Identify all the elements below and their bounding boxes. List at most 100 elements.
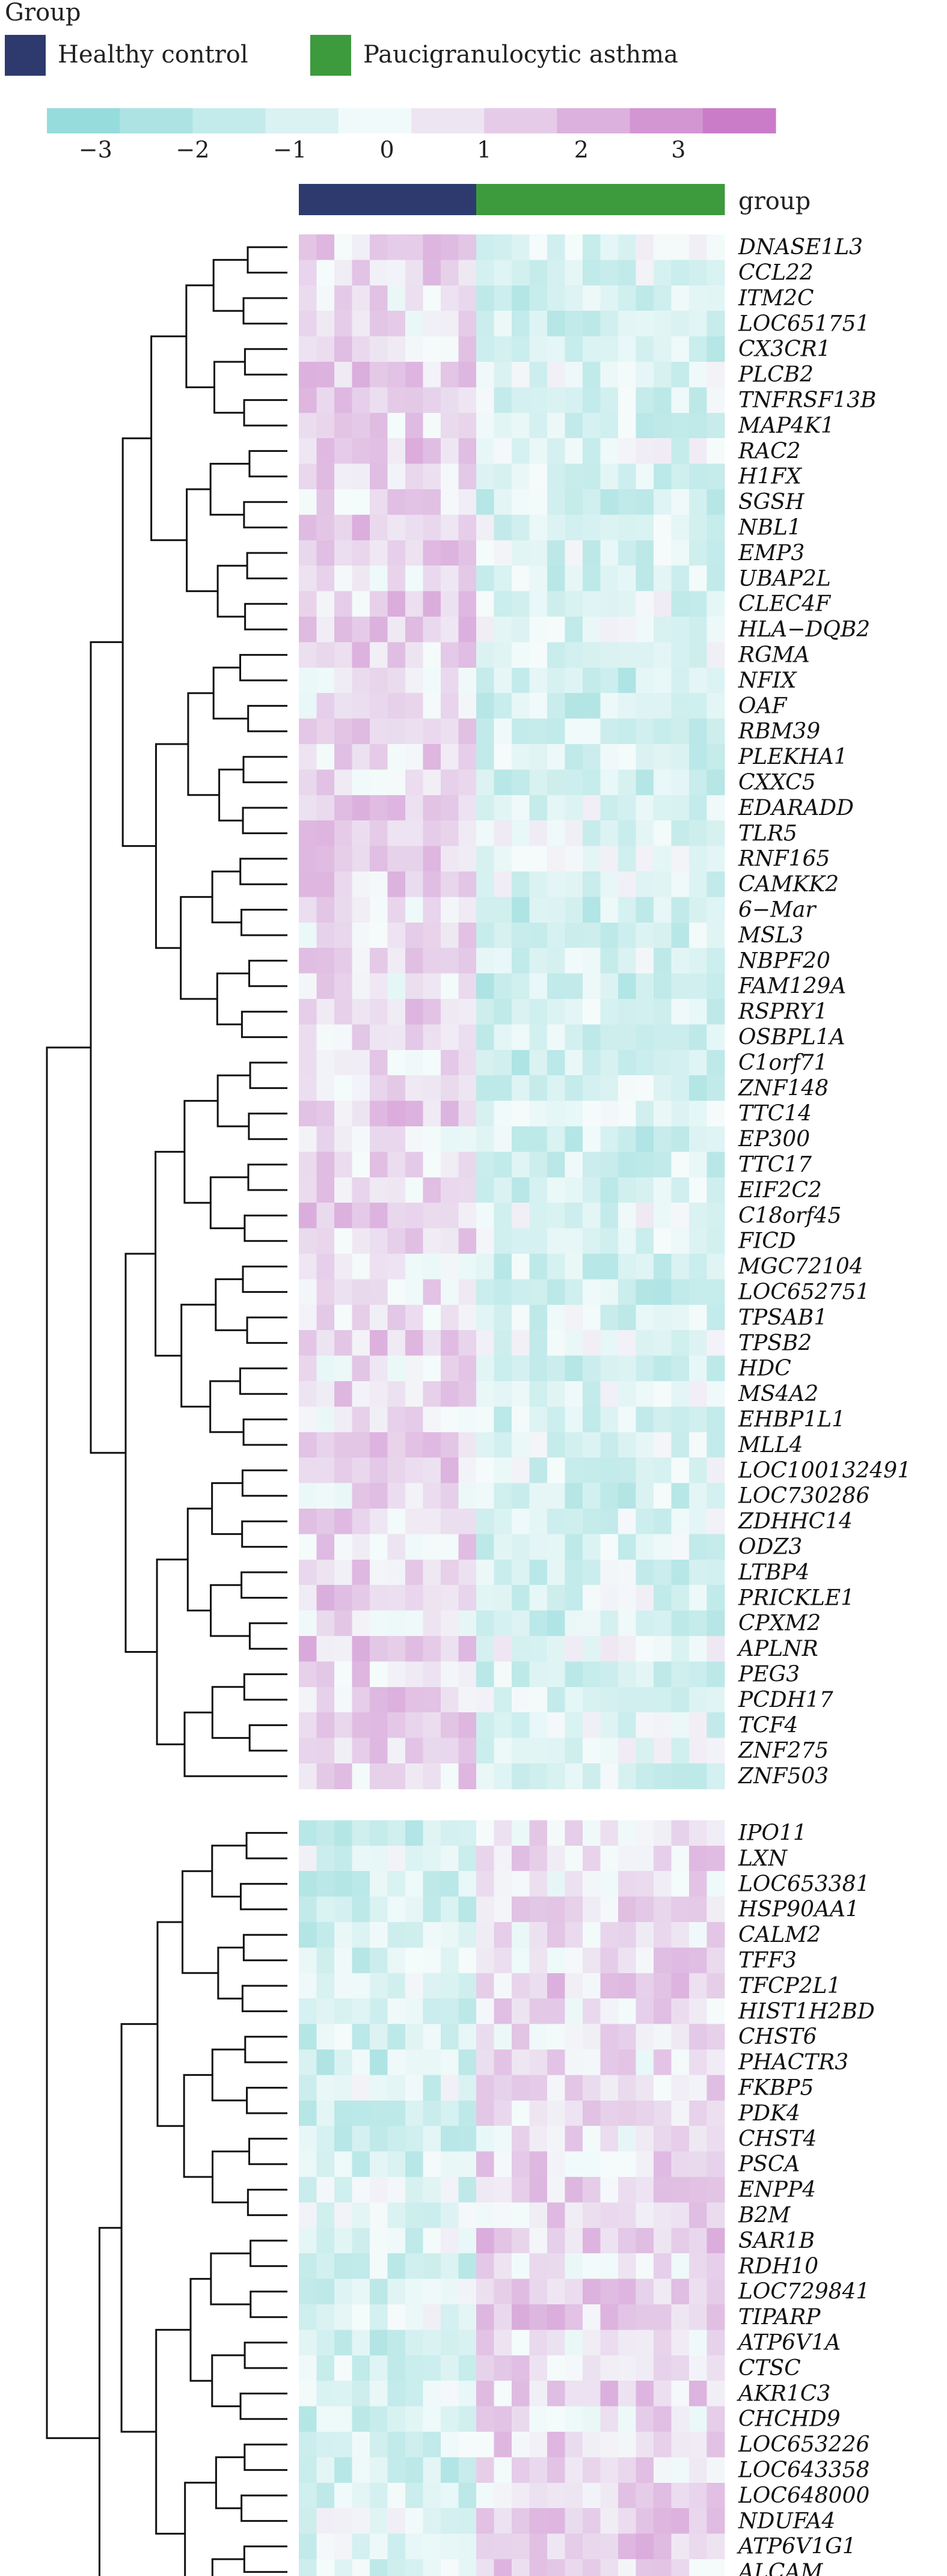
heatmap-cell [476, 1457, 495, 1484]
heatmap-cell [494, 1279, 512, 1305]
heatmap-cell [689, 1228, 708, 1254]
heatmap-cell [689, 1330, 708, 1357]
heatmap-cell [529, 2432, 548, 2458]
heatmap-cell [441, 2457, 459, 2483]
heatmap-cell [370, 1585, 388, 1611]
heatmap-cell [441, 2202, 459, 2229]
heatmap-cell [654, 2330, 672, 2356]
heatmap-cell [387, 463, 406, 490]
heatmap-cell [654, 617, 672, 642]
heatmap-cell [618, 1126, 637, 1152]
gene-label: EHBP1L1 [738, 1407, 845, 1432]
dendrogram-branch [98, 2227, 122, 2576]
heatmap-cell [636, 846, 654, 872]
heatmap-cell [583, 642, 601, 668]
heatmap-cell [654, 1203, 672, 1229]
heatmap-cell [370, 2559, 388, 2576]
heatmap-cell [476, 820, 495, 847]
heatmap-cell [316, 2482, 335, 2509]
heatmap-cell [689, 2126, 708, 2152]
heatmap-cell [583, 438, 601, 465]
heatmap-cell [654, 1432, 672, 1458]
heatmap-cell [458, 1177, 477, 1203]
heatmap-cell [423, 1254, 441, 1280]
heatmap-cell [476, 1871, 495, 1897]
heatmap-cell [671, 2508, 690, 2535]
heatmap-cell [600, 718, 619, 745]
heatmap-cell [547, 2177, 566, 2203]
heatmap-cell [458, 412, 477, 439]
heatmap-cell [423, 1820, 441, 1846]
heatmap-cell [636, 1922, 654, 1948]
heatmap-cell [512, 1381, 530, 1407]
gene-label: TPSB2 [738, 1331, 812, 1355]
heatmap-cell [618, 922, 637, 948]
gene-label: FKBP5 [738, 2075, 814, 2100]
heatmap-cell [387, 438, 406, 465]
heatmap-cell [671, 2075, 690, 2101]
heatmap-cell [583, 871, 601, 897]
heatmap-cell [706, 1712, 725, 1739]
heatmap-cell [405, 973, 424, 1000]
dendrogram-branch [210, 2252, 251, 2306]
heatmap-cell [423, 1330, 441, 1357]
heatmap-cell [316, 1254, 335, 1280]
heatmap-cell [512, 489, 530, 515]
heatmap-cell [387, 2024, 406, 2050]
heatmap-cell [529, 566, 548, 592]
heatmap-cell [299, 1432, 317, 1458]
heatmap-cell [512, 846, 530, 872]
heatmap-cell [476, 2381, 495, 2407]
heatmap-cell [316, 1279, 335, 1305]
heatmap-cell [618, 2508, 637, 2535]
heatmap-cell [529, 2330, 548, 2356]
heatmap-cell [565, 1024, 583, 1051]
heatmap-cell [689, 1712, 708, 1739]
heatmap-cell [583, 1998, 601, 2025]
heatmap-cell [334, 1610, 353, 1637]
heatmap-cell [512, 2177, 530, 2203]
heatmap-cell [636, 2100, 654, 2126]
gene-label: PDK4 [738, 2101, 800, 2126]
dendrogram-branch [156, 1558, 188, 1745]
gene-label: NFIX [738, 668, 797, 693]
heatmap-cell [370, 922, 388, 948]
heatmap-cell [423, 514, 441, 541]
heatmap-cell [654, 1763, 672, 1789]
heatmap-cell [476, 1152, 495, 1178]
heatmap-cell [583, 2278, 601, 2305]
heatmap-cell [405, 1304, 424, 1331]
heatmap-cell [547, 2432, 566, 2458]
gene-label: MSL3 [738, 923, 803, 948]
heatmap-cell [671, 412, 690, 439]
heatmap-cell [618, 1896, 637, 1923]
heatmap-cell [334, 1712, 353, 1739]
heatmap-cell [494, 2151, 512, 2178]
heatmap-cell [458, 1152, 477, 1178]
heatmap-cell [387, 2355, 406, 2381]
heatmap-cell [458, 1279, 477, 1305]
heatmap-cell [636, 1152, 654, 1178]
heatmap-cell [370, 1304, 388, 1331]
heatmap-cell [316, 514, 335, 541]
heatmap-cell [352, 2304, 370, 2330]
dendrogram-branch [216, 564, 248, 618]
heatmap-cell [334, 897, 353, 923]
heatmap-cell [636, 1049, 654, 1076]
gene-label: HSP90AA1 [738, 1897, 859, 1922]
heatmap-cell [706, 1152, 725, 1178]
heatmap-cell [512, 2075, 530, 2101]
heatmap-cell [405, 1381, 424, 1407]
heatmap-cell [423, 795, 441, 821]
heatmap-cell [476, 897, 495, 923]
heatmap-cell [316, 642, 335, 668]
heatmap-cell [299, 2355, 317, 2381]
heatmap-cell [547, 1534, 566, 1560]
heatmap-cell [654, 2508, 672, 2535]
heatmap-cell [512, 234, 530, 260]
heatmap-cell [529, 1049, 548, 1076]
heatmap-cell [441, 1432, 459, 1458]
heatmap-cell [316, 718, 335, 745]
heatmap-cell [441, 1228, 459, 1254]
heatmap-cell [654, 1330, 672, 1357]
